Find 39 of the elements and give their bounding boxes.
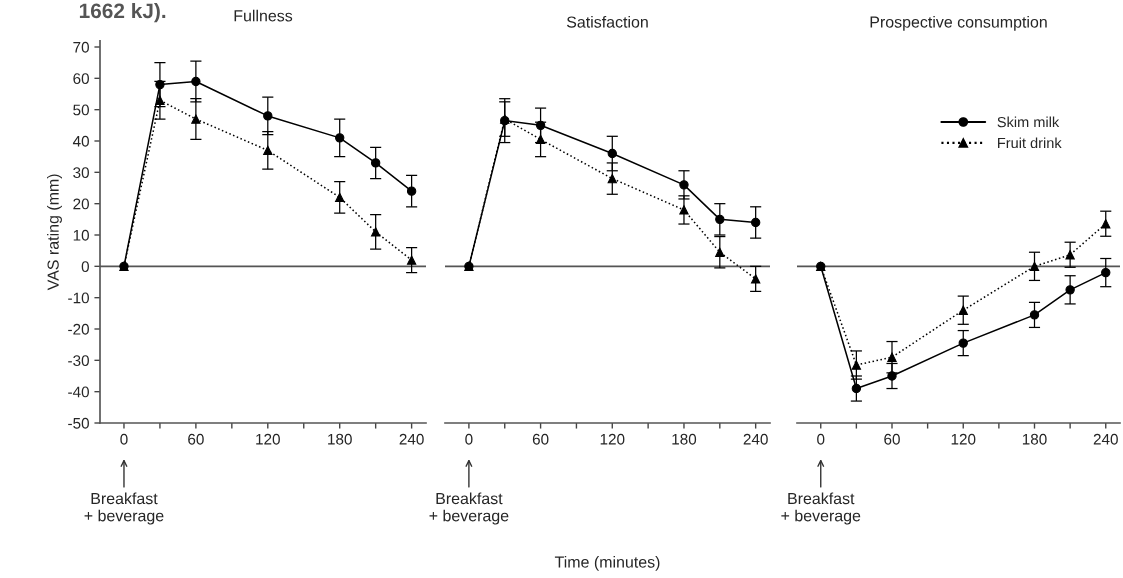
y-tick-label: -40 <box>68 386 89 398</box>
y-tick-label: 70 <box>73 41 89 53</box>
x-tick-label: 60 <box>188 433 204 445</box>
x-axis-title: Time (minutes) <box>554 555 660 571</box>
text: Breakfast + beverage <box>84 492 164 525</box>
text: 1662 kJ). <box>79 2 166 23</box>
legend-label: Fruit drink <box>998 137 1062 149</box>
x-tick-label: 60 <box>532 433 549 445</box>
y-tick-label: 30 <box>73 167 89 179</box>
y-tick-label: -50 <box>68 417 89 429</box>
y-tick-label: -20 <box>68 323 89 335</box>
y-tick-label: 0 <box>81 261 89 273</box>
y-tick-label: -30 <box>68 355 89 367</box>
chart-title: Satisfaction <box>566 15 648 28</box>
y-tick-label: -10 <box>68 292 89 304</box>
x-tick-label: 120 <box>256 433 280 445</box>
y-tick-label: 10 <box>73 229 89 241</box>
x-tick-label: 0 <box>120 433 128 445</box>
chart-title: Prospective consumption <box>870 15 1047 31</box>
y-tick-label: 20 <box>73 198 89 210</box>
y-axis-title: VAS rating (mm) <box>47 174 62 291</box>
y-tick-label: 50 <box>73 104 89 116</box>
x-tick-label: 240 <box>399 433 424 445</box>
x-tick-label: 60 <box>884 433 900 445</box>
legend-label: Skim milk <box>997 116 1060 128</box>
text: Breakfast + beverage <box>429 492 509 525</box>
y-tick-label: 60 <box>73 73 89 85</box>
x-tick-label: 120 <box>600 433 625 445</box>
text: Breakfast + beverage <box>781 492 861 525</box>
x-tick-label: 0 <box>817 433 825 445</box>
x-tick-label: 120 <box>951 433 976 445</box>
x-tick-label: 0 <box>465 433 473 445</box>
x-tick-label: 240 <box>743 433 768 445</box>
y-tick-label: 40 <box>72 135 89 147</box>
x-tick-label: 180 <box>672 433 697 445</box>
chart-title: Fullness <box>234 9 293 22</box>
x-tick-label: 180 <box>328 433 352 445</box>
x-tick-label: 240 <box>1093 433 1118 445</box>
x-tick-label: 180 <box>1022 433 1047 445</box>
